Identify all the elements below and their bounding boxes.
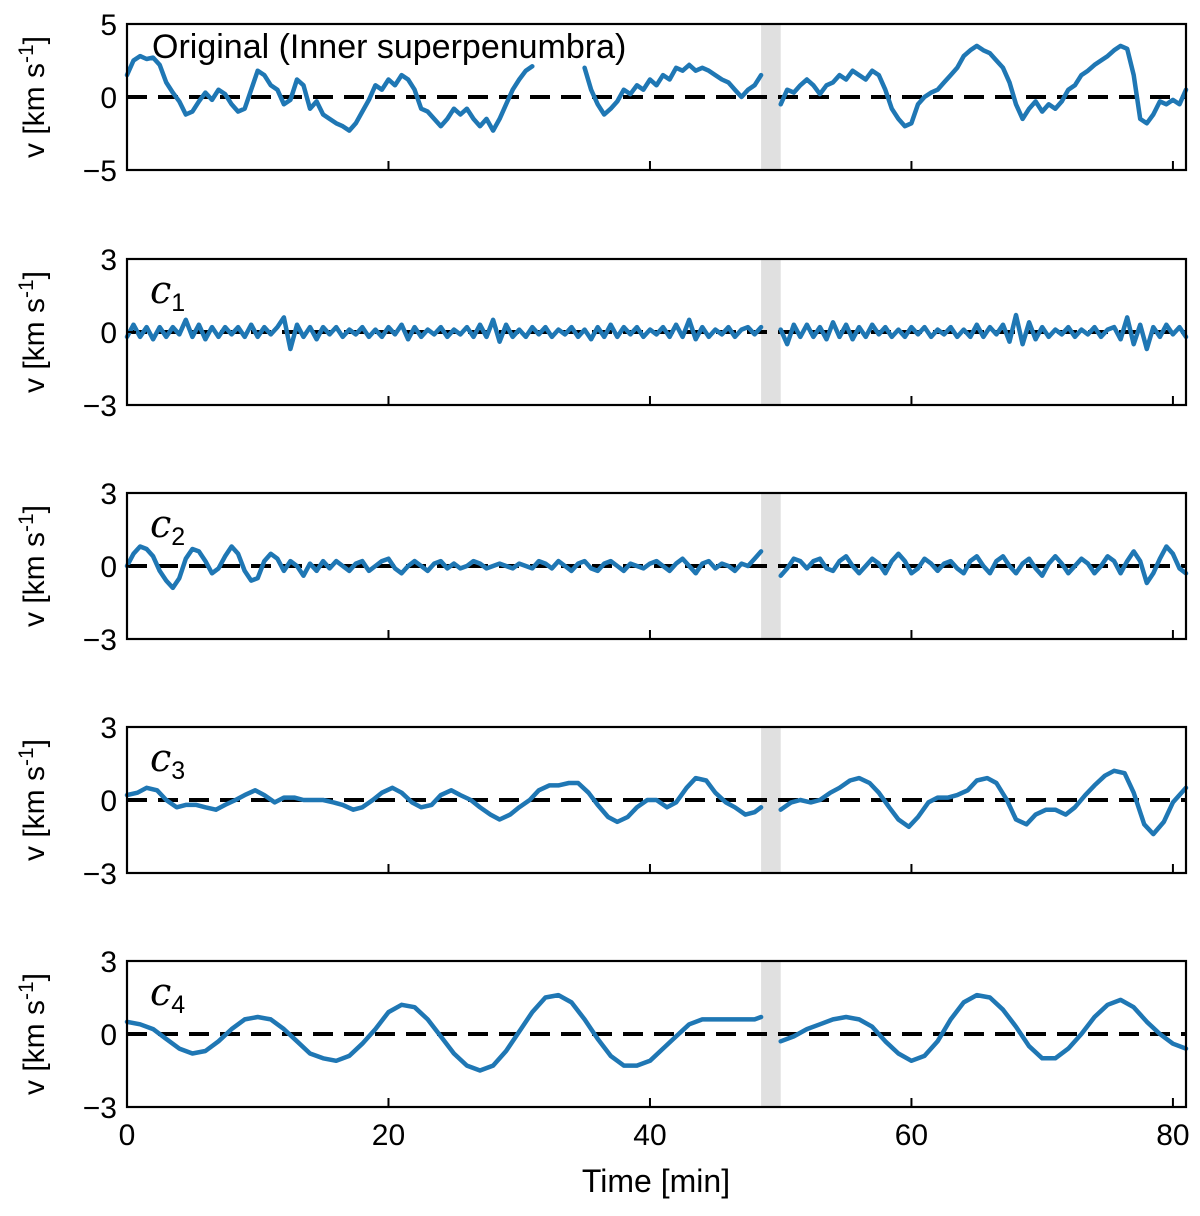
panels-layer: −5 0 5 v [km s-1] Original (Inner superpenum… [15,9,1190,1152]
x-tick-label: 40 [633,1119,666,1152]
y-axis-label: v [km s-1] [15,973,51,1095]
panel-label: c3 [150,736,185,785]
series-line-segment-2 [778,43,1189,129]
y-tick-label: 3 [100,478,117,511]
y-axis-label: v [km s-1] [15,505,51,627]
series-line-segment-0 [124,775,764,825]
x-tick-label: 0 [119,1119,136,1152]
y-tick-label: 0 [100,785,117,818]
y-tick-label: 0 [100,317,117,350]
y-tick-label: −3 [83,624,117,657]
data-gap-band [761,727,781,873]
series-line-segment-1 [778,992,1189,1064]
y-tick-label: 3 [100,712,117,745]
y-tick-label: 5 [100,9,117,42]
panel-label: c4 [150,970,185,1019]
x-axis-label: Time [min] [582,1163,730,1199]
x-tick-label: 60 [895,1119,928,1152]
series-line-segment-0 [124,315,764,352]
y-axis-label: v [km s-1] [15,271,51,393]
y-axis-label: v [km s-1] [15,36,51,158]
y-tick-label: 3 [100,244,117,277]
y-tick-label: −3 [83,858,117,891]
panel-label: c2 [150,502,185,551]
y-tick-label: −5 [83,155,117,188]
y-tick-label: 0 [100,1019,117,1052]
x-tick-label: 20 [372,1119,405,1152]
data-gap-band [761,961,781,1107]
panel-1: −3 0 3 v [km s-1] c1 [15,244,1189,423]
panel-label: Original (Inner superpenumbra) [152,28,626,66]
x-tick-label: 80 [1156,1119,1189,1152]
series-line-segment-0 [124,544,764,591]
y-tick-label: −3 [83,390,117,423]
y-tick-label: 0 [100,82,117,115]
series-line-segment-0 [124,992,764,1073]
y-tick-label: −3 [83,1092,117,1125]
panel-0: −5 0 5 v [km s-1] Original (Inner superpenum… [15,9,1189,188]
series-line-segment-0 [124,53,535,133]
panel-label: c1 [150,268,185,317]
series-line-segment-1 [582,62,764,117]
series-line-segment-1 [778,544,1189,586]
series-line-segment-1 [778,768,1189,837]
panel-2: −3 0 3 v [km s-1] c2 [15,478,1189,657]
y-axis-label: v [km s-1] [15,739,51,861]
series-line-segment-1 [778,312,1189,352]
data-gap-band [761,24,781,170]
data-gap-band [761,259,781,405]
panel-3: −3 0 3 v [km s-1] c3 [15,712,1189,891]
y-tick-label: 3 [100,946,117,979]
data-gap-band [761,493,781,639]
y-tick-label: 0 [100,551,117,584]
